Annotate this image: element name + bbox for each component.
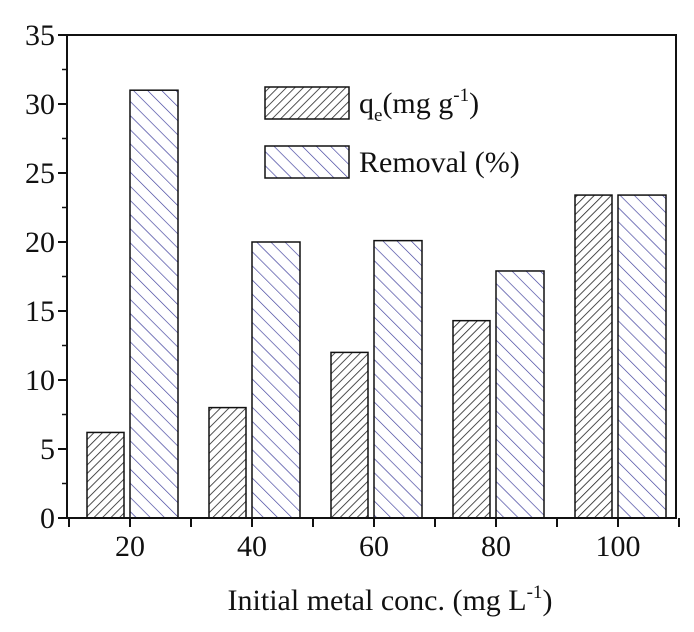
y-tick-label: 5 — [40, 433, 55, 466]
x-axis-title: Initial metal conc. (mg L-1) — [228, 582, 553, 617]
y-tick-label: 20 — [25, 226, 55, 259]
bar-qe-60 — [330, 351, 369, 519]
legend-label-removal: Removal (%) — [359, 146, 520, 179]
y-tick-label: 30 — [25, 88, 55, 121]
x-tick-label: 20 — [115, 530, 145, 563]
legend-swatch-qe — [264, 86, 350, 120]
bars-layer — [86, 89, 667, 519]
legend-swatch-removal — [264, 145, 350, 179]
x-tick-label: 40 — [237, 530, 267, 563]
bar-removal-100 — [617, 194, 667, 519]
bar-qe-100 — [574, 194, 613, 519]
x-tick-label: 60 — [359, 530, 389, 563]
y-tick-label: 25 — [25, 157, 55, 190]
legend: qe(mg g-1) Removal (%) — [264, 85, 520, 179]
y-tick-label: 10 — [25, 364, 55, 397]
bar-qe-80 — [452, 319, 491, 519]
bar-removal-80 — [495, 270, 545, 519]
y-tick-label: 15 — [25, 295, 55, 328]
axes: 20 40 60 80 100 0 5 10 15 20 25 30 35 — [25, 19, 680, 563]
y-tick-label: 0 — [40, 502, 55, 535]
bar-removal-40 — [251, 241, 301, 519]
bar-removal-20 — [129, 89, 179, 519]
x-tick-label: 80 — [481, 530, 511, 563]
y-tick-label: 35 — [25, 19, 55, 52]
bar-qe-20 — [86, 431, 125, 519]
bar-removal-60 — [373, 239, 423, 519]
bar-qe-40 — [208, 406, 247, 519]
legend-label-qe: qe(mg g-1) — [359, 85, 479, 126]
x-tick-label: 100 — [596, 530, 641, 563]
